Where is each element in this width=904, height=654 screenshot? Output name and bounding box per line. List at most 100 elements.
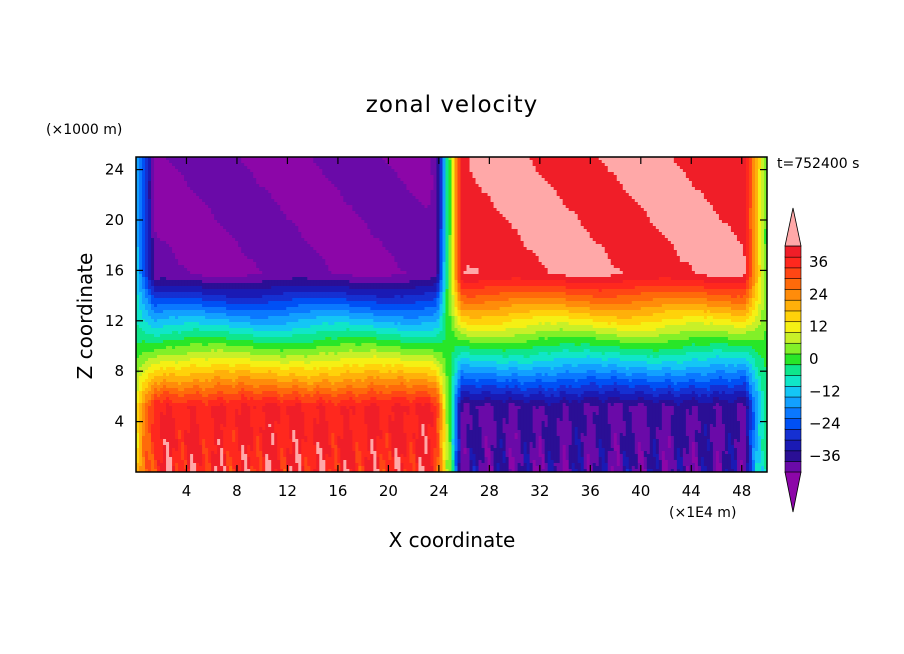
field-cell [571,163,576,167]
field-cell [169,172,173,176]
field-cell [409,166,414,170]
field-cell [619,157,624,161]
field-cell [340,169,344,173]
field-cell [640,163,645,167]
field-cell [562,157,567,161]
field-cell [271,160,275,164]
field-cell [307,160,311,164]
field-cell [463,157,468,161]
field-cell [634,157,639,161]
field-cell [187,166,191,170]
field-cell [760,169,765,173]
field-cell [295,166,299,170]
field-cell [199,166,203,170]
field-cell [175,169,179,173]
field-cell [475,166,480,170]
field-cell [535,157,540,161]
field-cell [244,160,248,164]
field-cell [241,166,245,170]
field-cell [151,163,155,167]
field-cell [622,160,627,164]
field-cell [628,160,633,164]
field-cell [190,172,194,176]
field-cell [409,163,414,167]
field-cell [169,169,173,173]
field-cell [457,160,462,164]
field-cell [211,157,215,161]
field-cell [742,163,747,167]
field-cell [334,157,338,161]
field-cell [139,169,143,173]
field-cell [169,163,173,167]
field-cell [316,163,320,167]
field-cell [337,166,341,170]
field-cell [346,157,350,161]
field-cell [406,163,411,167]
field-cell [748,166,753,170]
field-cell [232,157,236,161]
field-cell [418,166,423,170]
field-cell [214,172,218,176]
field-cell [457,166,462,170]
field-cell [496,160,501,164]
field-cell [232,166,236,170]
field-cell [490,169,495,173]
field-cell [739,166,744,170]
field-cell [649,157,654,161]
field-cell [460,157,465,161]
field-cell [376,163,380,167]
field-cell [169,157,173,161]
field-cell [523,157,528,161]
field-cell [244,157,248,161]
field-cell [691,166,696,170]
field-cell [610,163,615,167]
field-cell [610,166,615,170]
field-cell [733,169,738,173]
field-cell [448,166,453,170]
field-cell [511,169,516,173]
field-cell [460,169,465,173]
field-cell [691,169,696,173]
field-cell [475,157,480,161]
field-cell [487,169,492,173]
field-cell [764,166,767,170]
field-cell [286,169,290,173]
field-cell [340,157,344,161]
field-cell [193,166,197,170]
field-cell [181,160,185,164]
field-cell [547,169,552,173]
field-cell [667,157,672,161]
field-cell [718,157,723,161]
field-cell [142,166,146,170]
field-cell [586,163,591,167]
field-cell [166,163,170,167]
field-cell [556,160,561,164]
field-cell [220,172,224,176]
field-cell [514,157,519,161]
field-cell [622,163,627,167]
field-cell [745,157,750,161]
field-cell [718,160,723,164]
field-cell [571,157,576,161]
field-cell [637,160,642,164]
field-cell [208,169,212,173]
field-cell [712,160,717,164]
field-cell [286,166,290,170]
field-cell [595,157,600,161]
field-cell [736,160,741,164]
field-cell [724,169,729,173]
field-cell [307,163,311,167]
field-cell [655,166,660,170]
field-cell [193,172,197,176]
field-cell [622,157,627,161]
field-cell [295,169,299,173]
field-cell [205,169,209,173]
field-cell [313,166,317,170]
field-cell [247,166,251,170]
field-cell [556,157,561,161]
field-cell [157,160,161,164]
field-cell [712,169,717,173]
field-cell [721,166,726,170]
field-cell [592,157,597,161]
field-cell [268,157,272,161]
